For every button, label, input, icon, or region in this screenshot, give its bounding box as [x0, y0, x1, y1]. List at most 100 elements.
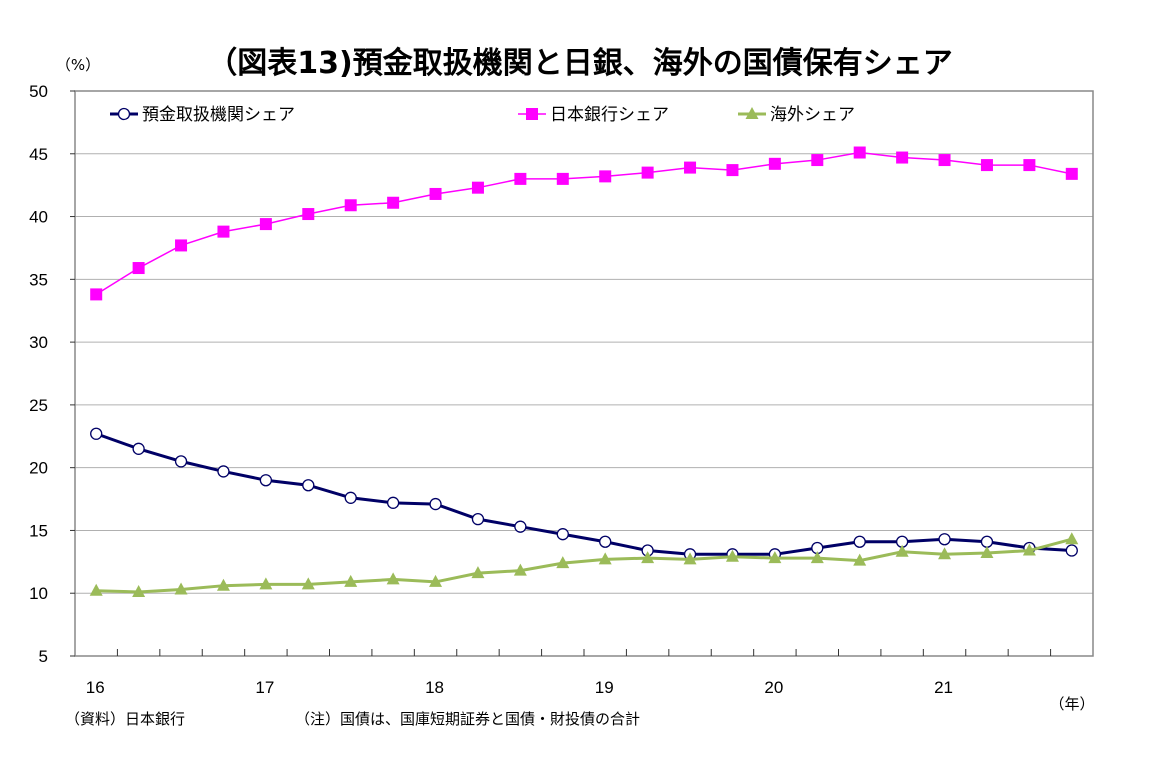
legend-label: 日本銀行シェア	[550, 105, 669, 125]
data-point	[726, 164, 739, 177]
x-tick-label: 17	[255, 678, 274, 697]
series-line	[95, 151, 1072, 296]
data-point	[980, 535, 994, 548]
data-point	[599, 170, 612, 183]
data-point	[471, 512, 485, 526]
data-point	[810, 551, 824, 564]
legend-item: 預金取扱機関シェア	[110, 105, 295, 125]
data-point	[89, 583, 103, 596]
y-tick-label: 20	[29, 459, 48, 478]
data-point	[641, 166, 654, 179]
data-point	[853, 535, 866, 548]
data-point	[938, 154, 951, 167]
source-note: （資料）日本銀行	[65, 710, 185, 728]
data-point	[938, 547, 952, 560]
data-point	[471, 181, 484, 194]
data-point	[1065, 167, 1078, 180]
data-point	[980, 159, 993, 172]
footnote: （注）国債は、国庫短期証券と国債・財投債の合計	[295, 710, 640, 728]
data-point	[514, 172, 527, 185]
y-tick-label: 15	[29, 521, 48, 540]
y-tick-label: 25	[29, 396, 48, 415]
data-point	[980, 546, 994, 559]
data-point	[896, 151, 909, 164]
data-point	[471, 566, 485, 579]
series-line	[96, 537, 1073, 594]
data-point	[259, 577, 273, 590]
data-point	[599, 535, 612, 548]
series-0	[90, 427, 1078, 561]
series-2	[89, 532, 1079, 597]
data-point	[216, 578, 230, 591]
y-tick-label: 50	[29, 82, 48, 101]
data-point	[217, 225, 230, 238]
legend-item: 海外シェア	[738, 105, 855, 125]
data-point	[853, 146, 866, 159]
data-point	[683, 552, 697, 565]
data-point	[1065, 544, 1078, 557]
data-point	[132, 262, 145, 275]
data-point	[684, 161, 697, 174]
data-point	[725, 549, 739, 562]
data-point	[514, 520, 527, 533]
data-point	[344, 199, 357, 212]
data-point	[117, 107, 131, 121]
data-point	[429, 574, 443, 587]
y-tick-label: 5	[39, 647, 48, 666]
data-point	[1023, 159, 1036, 172]
data-point	[895, 544, 909, 557]
x-tick-label: 21	[934, 678, 953, 697]
data-point	[259, 474, 273, 487]
y-tick-label: 45	[29, 145, 48, 164]
data-point	[344, 574, 358, 587]
data-point	[768, 157, 781, 170]
data-point	[853, 553, 867, 566]
data-point	[745, 107, 759, 119]
data-point	[429, 497, 442, 511]
data-point	[1065, 532, 1079, 545]
data-point	[259, 218, 272, 231]
chart-title: （図表13)預金取扱機関と日銀、海外の国債保有シェア	[207, 46, 952, 81]
data-point	[938, 533, 951, 546]
data-point	[598, 552, 612, 565]
data-point	[387, 196, 400, 209]
data-point	[386, 496, 400, 509]
x-axis-label: （年）	[1049, 695, 1094, 713]
data-point	[302, 479, 315, 492]
y-tick-label: 35	[29, 270, 48, 289]
data-point	[556, 172, 569, 185]
series-1	[90, 146, 1078, 301]
data-point	[386, 572, 400, 585]
x-tick-label: 20	[764, 678, 783, 697]
data-point	[302, 208, 315, 221]
data-point	[301, 577, 315, 590]
data-point	[556, 528, 569, 541]
data-point	[217, 465, 230, 478]
data-point	[175, 239, 188, 252]
y-axis-label: （%）	[56, 56, 100, 74]
x-tick-label: 18	[425, 678, 444, 697]
data-point	[344, 491, 357, 504]
data-point	[132, 442, 145, 455]
data-point	[429, 187, 442, 200]
y-tick-label: 40	[29, 208, 48, 227]
data-point	[768, 551, 782, 564]
data-point	[90, 427, 103, 440]
y-tick-label: 10	[29, 584, 48, 603]
data-point	[526, 108, 538, 120]
x-tick-label: 19	[595, 678, 614, 697]
data-point	[90, 288, 103, 301]
data-point	[641, 551, 655, 564]
data-point	[132, 584, 146, 597]
legend-label: 海外シェア	[770, 105, 855, 125]
data-point	[1022, 543, 1036, 556]
plot-frame	[74, 90, 1094, 657]
data-point	[174, 582, 188, 595]
data-point	[556, 556, 570, 569]
data-point	[174, 455, 188, 468]
legend-item: 日本銀行シェア	[518, 105, 669, 125]
legend-label: 預金取扱機関シェア	[142, 105, 295, 125]
series-line	[95, 432, 1072, 556]
data-point	[811, 154, 824, 167]
